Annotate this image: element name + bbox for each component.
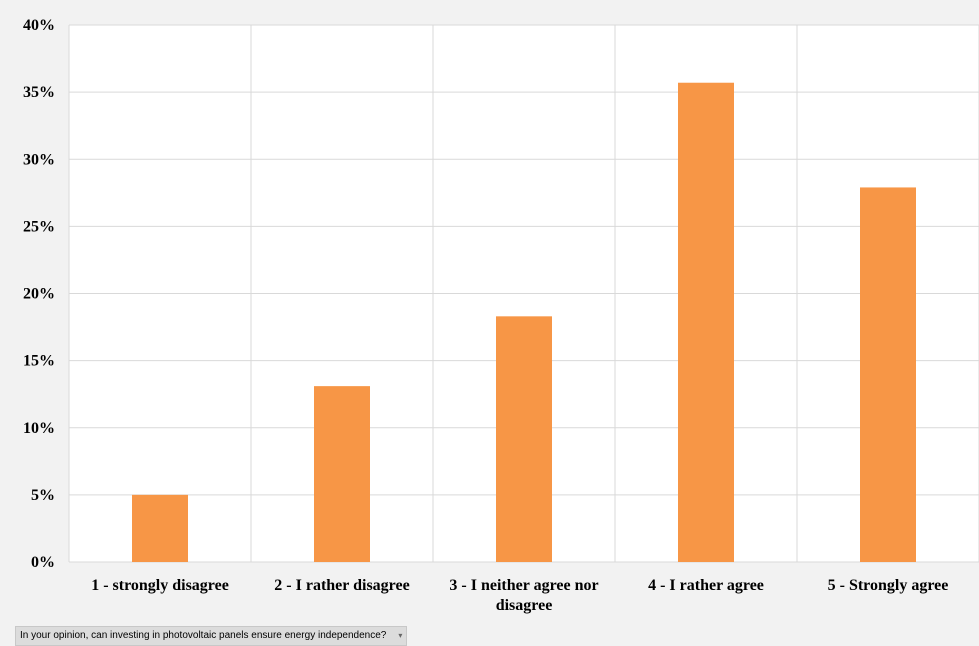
y-tick-label: 15% [23, 353, 55, 370]
bar [314, 386, 370, 562]
bar [860, 187, 916, 562]
bars [132, 82, 916, 562]
filter-field-button[interactable]: In your opinion, can investing in photov… [15, 626, 408, 646]
bar [132, 494, 188, 562]
y-tick-label: 25% [23, 218, 55, 235]
dropdown-arrow-icon: ▾ [398, 631, 403, 640]
x-category-label: 2 - I rather disagree [274, 577, 409, 594]
y-tick-label: 20% [23, 286, 55, 303]
x-category-label: 3 - I neither agree nor disagree [449, 577, 598, 614]
y-tick-label: 30% [23, 151, 55, 168]
y-tick-label: 0% [31, 554, 55, 571]
filter-field-label: In your opinion, can investing in photov… [20, 630, 387, 641]
x-axis-category-labels: 1 - strongly disagree 2 - I rather disagr… [91, 577, 948, 614]
x-category-label: 5 - Strongly agree [828, 577, 949, 594]
bar [678, 82, 734, 562]
y-tick-label: 40% [23, 17, 55, 34]
x-category-label: 4 - I rather agree [648, 577, 764, 594]
y-axis-tick-labels: 0% 5% 10% 15% 20% 25% 30% 35% 40% [23, 17, 55, 571]
y-tick-label: 5% [31, 487, 55, 504]
bar [496, 316, 552, 562]
y-tick-label: 10% [23, 420, 55, 437]
vertical-gridlines [68, 25, 979, 562]
y-tick-label: 35% [23, 84, 55, 101]
x-category-label: 1 - strongly disagree [91, 577, 229, 594]
